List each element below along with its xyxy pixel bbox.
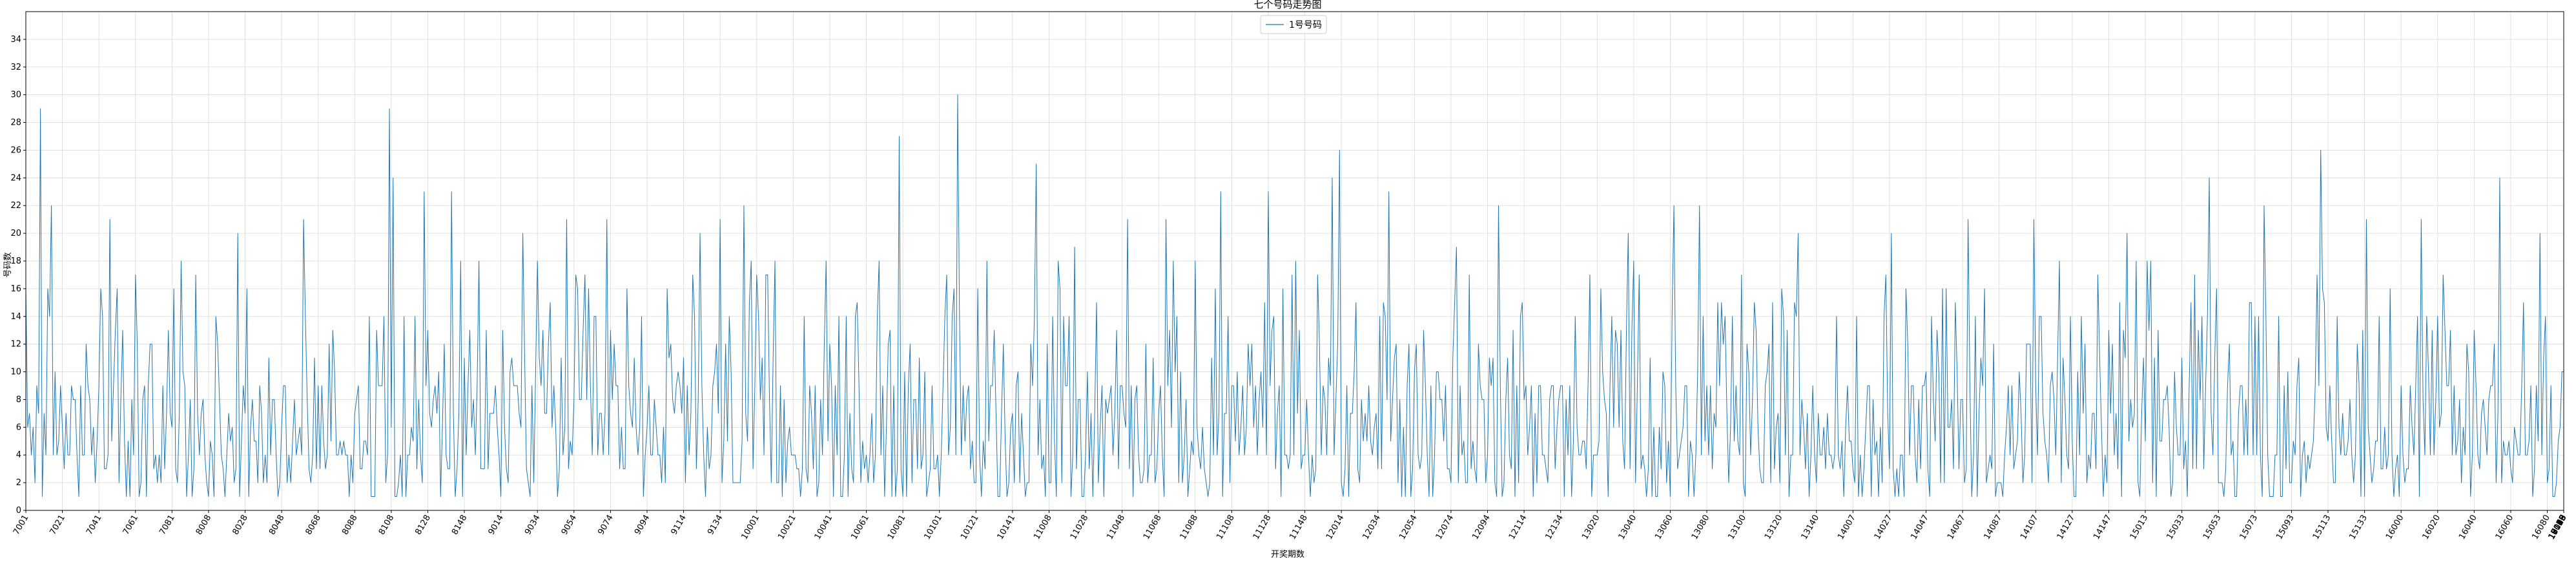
y-tick-label: 20: [10, 229, 21, 238]
y-tick-label: 22: [10, 201, 21, 211]
y-tick-label: 4: [16, 450, 21, 460]
y-tick-label: 2: [16, 478, 21, 488]
y-tick-label: 10: [10, 368, 21, 377]
y-tick-label: 32: [10, 63, 21, 72]
legend: 1号号码: [1260, 15, 1327, 34]
y-tick-label: 12: [10, 340, 21, 350]
y-tick-label: 16: [10, 284, 21, 294]
y-tick-label: 24: [10, 173, 21, 183]
y-axis-label: 号码数: [3, 252, 13, 277]
y-tick-label: 28: [10, 118, 21, 128]
series-group: [25, 94, 2564, 497]
y-tick-label: 0: [16, 506, 21, 516]
x-axis-label: 开奖期数: [1271, 550, 1304, 559]
y-tick-label: 6: [16, 423, 21, 432]
legend-label: 1号号码: [1289, 20, 1322, 30]
y-tick-label: 26: [10, 145, 21, 155]
legend-box: [1260, 15, 1327, 34]
series-line-1: [25, 94, 2564, 497]
y-tick-label: 8: [16, 395, 21, 404]
y-tick-label: 18: [10, 256, 21, 266]
y-tick-label: 30: [10, 90, 21, 100]
y-tick-label: 14: [10, 312, 21, 322]
y-tick-label: 34: [10, 35, 21, 45]
chart-title: 七个号码走势图: [1253, 0, 1321, 10]
